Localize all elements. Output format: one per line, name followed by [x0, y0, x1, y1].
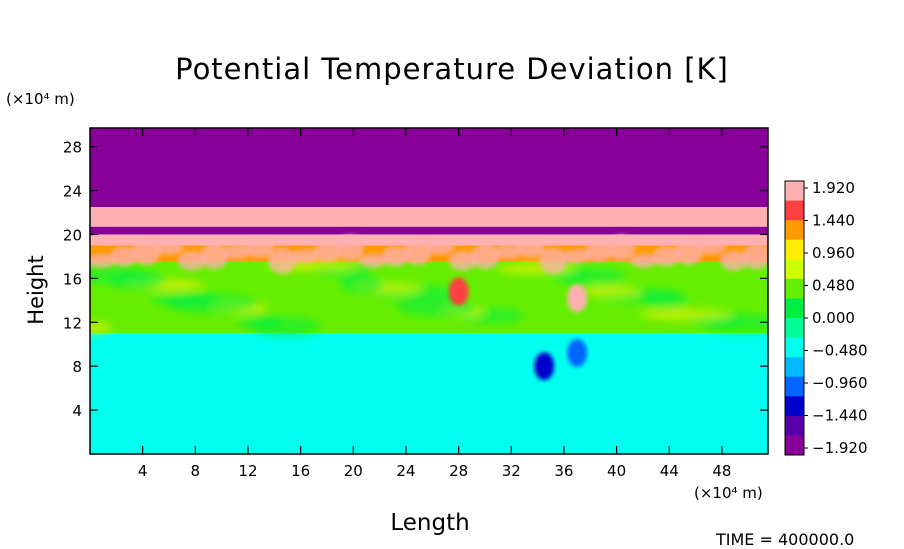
- y-tick-label: 4: [72, 402, 82, 420]
- x-tick-label: 48: [712, 462, 731, 480]
- colorbar-swatch: [785, 435, 804, 456]
- wave-blob: [403, 239, 432, 266]
- colorbar-label: 0.480: [812, 277, 855, 295]
- wave-blob: [471, 243, 500, 270]
- colorbar-label: −1.920: [812, 439, 868, 457]
- colorbar-swatch: [785, 415, 804, 436]
- heatmap-layer-0: [90, 128, 768, 208]
- chart-title: Potential Temperature Deviation [K]: [175, 52, 729, 86]
- texture-blob: [584, 285, 641, 298]
- colorbar-swatch: [785, 259, 804, 280]
- colorbar-swatch: [785, 220, 804, 241]
- feature-blob-2: [534, 352, 555, 381]
- y-tick-label: 28: [63, 139, 82, 157]
- x-tick-label: 36: [554, 462, 573, 480]
- colorbar-label: 0.960: [812, 244, 855, 262]
- heatmap-layer-2: [90, 226, 768, 235]
- texture-blob: [339, 273, 384, 294]
- wave-blob: [200, 243, 229, 270]
- wave-blob: [516, 237, 545, 258]
- wave-blob: [222, 245, 251, 260]
- wave-blob: [132, 239, 161, 266]
- x-tick-label: 44: [660, 462, 679, 480]
- colorbar-swatch: [785, 200, 804, 221]
- x-tick-label: 8: [191, 462, 201, 480]
- wave-blob: [245, 237, 274, 258]
- colorbar-swatch: [785, 278, 804, 299]
- colorbar: 1.920 1.440 0.960 0.480 0.000 −0.480 −0.960 −1.…: [784, 179, 868, 457]
- colorbar-swatch: [785, 376, 804, 397]
- colorbar-label: 1.440: [812, 212, 855, 230]
- wave-blob: [697, 240, 726, 255]
- x-tick-label: 32: [502, 462, 521, 480]
- colorbar-swatch: [785, 396, 804, 417]
- y-tick-label: 8: [72, 358, 82, 376]
- wave-blob: [381, 246, 410, 267]
- colorbar-swatch: [785, 239, 804, 260]
- x-tick-label: 16: [291, 462, 310, 480]
- colorbar-swatch: [785, 181, 804, 202]
- texture-blob: [237, 314, 282, 331]
- heatmap-layer-1: [90, 207, 768, 227]
- colorbar-label: −0.960: [812, 374, 868, 392]
- x-tick-label: 20: [344, 462, 363, 480]
- wave-blob: [358, 253, 387, 268]
- wave-blob: [155, 240, 184, 255]
- wave-blob: [561, 249, 590, 264]
- wave-blob: [426, 240, 455, 255]
- texture-blob: [90, 321, 112, 334]
- wave-blob: [177, 250, 206, 271]
- wave-blob: [494, 245, 523, 260]
- y-axis-units: (×10⁴ m): [6, 90, 75, 108]
- x-axis-label: Length: [390, 510, 470, 536]
- heatmap-layer-3: [90, 234, 768, 246]
- wave-blob: [268, 247, 297, 274]
- texture-blob: [640, 308, 733, 321]
- wave-blob: [539, 247, 568, 274]
- colorbar-swatch: [785, 357, 804, 378]
- wave-blob: [652, 246, 681, 267]
- wave-blob: [742, 243, 768, 270]
- wave-group: [90, 234, 768, 274]
- feature-blob-3: [567, 339, 588, 368]
- x-tick-label: 40: [607, 462, 626, 480]
- wave-blob: [313, 242, 342, 263]
- colorbar-label: −0.480: [812, 342, 868, 360]
- wave-blob: [448, 250, 477, 271]
- x-tick-label: 4: [138, 462, 148, 480]
- colorbar-label: 1.920: [812, 179, 855, 197]
- feature-blob-0: [567, 284, 588, 313]
- texture-blob: [90, 268, 157, 285]
- feature-blob-1: [448, 277, 469, 306]
- wave-blob: [674, 239, 703, 266]
- wave-blob: [720, 250, 749, 271]
- x-axis-units: (×10⁴ m): [694, 484, 763, 502]
- y-tick-label: 12: [63, 314, 82, 332]
- x-tick-label: 24: [396, 462, 415, 480]
- texture-blob: [150, 291, 219, 308]
- wave-blob: [584, 242, 613, 263]
- plot-frame: [89, 127, 769, 455]
- x-tick-label: 28: [449, 462, 468, 480]
- wave-blob: [109, 246, 138, 267]
- y-tick-label: 16: [63, 270, 82, 288]
- y-tick-label: 20: [63, 226, 82, 244]
- x-tick-label: 12: [238, 462, 257, 480]
- plot-area: [90, 128, 768, 454]
- wave-blob: [607, 234, 636, 261]
- colorbar-swatch: [785, 337, 804, 358]
- colorbar-label: 0.000: [812, 309, 855, 327]
- colorbar-label: −1.440: [812, 407, 868, 425]
- wave-blob: [629, 253, 658, 268]
- wave-blob: [290, 249, 319, 264]
- heatmap-layer-6: [90, 333, 768, 454]
- wave-blob: [335, 234, 364, 261]
- y-tick-label: 24: [63, 183, 82, 201]
- wave-blob: [90, 253, 116, 268]
- colorbar-swatch: [785, 318, 804, 339]
- colorbar-swatch: [785, 298, 804, 319]
